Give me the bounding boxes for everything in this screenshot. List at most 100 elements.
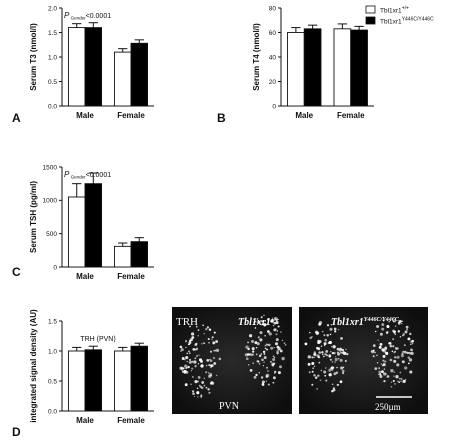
y-tick-label: 0.0 <box>48 103 57 110</box>
signal-dot <box>190 383 192 385</box>
signal-dot <box>184 364 188 368</box>
signal-dot <box>277 347 281 351</box>
signal-dot <box>248 353 252 356</box>
signal-dot <box>263 314 265 317</box>
signal-dot <box>342 366 345 369</box>
signal-dot <box>214 349 217 352</box>
y-tick-label: 80 <box>269 5 277 12</box>
signal-dot <box>194 357 197 360</box>
y-tick-label: 1.0 <box>48 348 57 355</box>
signal-dot <box>323 370 327 374</box>
signal-dot <box>197 335 199 337</box>
signal-dot <box>409 343 412 346</box>
micrograph-signal <box>179 314 414 398</box>
signal-dot <box>394 356 397 359</box>
signal-dot <box>324 338 328 342</box>
signal-dot <box>388 320 391 323</box>
signal-dot <box>254 327 257 329</box>
signal-dot <box>191 367 194 370</box>
signal-dot <box>186 352 188 355</box>
signal-dot <box>381 323 385 327</box>
chart-title: TRH (PVN) <box>80 336 115 343</box>
signal-dot <box>261 380 265 384</box>
signal-dot <box>317 374 320 378</box>
signal-dot <box>197 329 200 331</box>
signal-dot <box>213 362 217 365</box>
signal-dot <box>194 343 198 347</box>
y-tick-label: 0.5 <box>48 378 57 385</box>
signal-dot <box>393 371 396 373</box>
signal-dot <box>408 351 412 355</box>
bar-mut-female <box>130 42 149 107</box>
signal-dot <box>195 325 198 328</box>
signal-dot <box>215 340 219 343</box>
signal-dot <box>275 333 278 336</box>
signal-dot <box>391 350 394 353</box>
bar-mut-female <box>350 29 368 107</box>
signal-dot <box>390 381 393 383</box>
signal-dot <box>203 384 206 387</box>
signal-dot <box>325 367 327 369</box>
bar-mut-male <box>84 349 103 412</box>
signal-dot <box>311 370 314 373</box>
signal-dot <box>256 342 260 346</box>
signal-dot <box>403 344 406 347</box>
signal-dot <box>321 330 324 333</box>
signal-dot <box>188 352 191 355</box>
bar-mut-female <box>130 345 149 412</box>
signal-dot <box>192 348 196 351</box>
signal-dot <box>339 380 343 384</box>
signal-dot <box>328 373 332 377</box>
signal-dot <box>265 380 268 383</box>
signal-dot <box>205 371 208 374</box>
category-label: Female <box>117 111 145 120</box>
signal-dot <box>334 361 336 363</box>
signal-dot <box>263 361 265 363</box>
signal-dot <box>210 382 213 385</box>
signal-dot <box>283 342 286 345</box>
signal-dot <box>276 330 279 332</box>
micrograph-wt <box>172 307 292 414</box>
category-label: Male <box>295 111 313 120</box>
signal-dot <box>321 353 324 356</box>
panels: 0.0 0.5 1.0 1.5 2.0 Serum T3 (nmol/l) A Male Fem… <box>12 5 374 439</box>
signal-dot <box>261 320 263 323</box>
signal-dot <box>333 372 337 376</box>
signal-dot <box>203 333 205 335</box>
micrograph-region-label: PVN <box>219 401 239 412</box>
signal-dot <box>404 379 407 381</box>
signal-dot <box>215 348 220 353</box>
legend-label-wt: Tbl1xr1+/+ <box>380 6 409 15</box>
signal-dot <box>265 343 268 346</box>
category-label: Male <box>76 272 94 281</box>
signal-dot <box>189 341 192 343</box>
signal-dot <box>383 372 387 376</box>
signal-dot <box>181 357 185 360</box>
signal-dot <box>200 364 204 368</box>
y-tick-label: 1000 <box>43 198 58 205</box>
signal-dot <box>402 350 405 353</box>
signal-dot <box>372 344 376 347</box>
panel-c: 0 500 1000 1500 Serum TSH (pg/ml) C Male Female… <box>12 164 154 281</box>
signal-dot <box>394 333 396 335</box>
signal-dot <box>396 363 400 367</box>
signal-dot <box>256 359 259 363</box>
signal-dot <box>253 321 255 324</box>
signal-dot <box>374 351 376 354</box>
bar-mut-male <box>303 28 322 107</box>
signal-dot <box>331 383 334 386</box>
signal-dot <box>392 345 395 348</box>
signal-dot <box>312 367 315 370</box>
signal-dot <box>329 333 332 336</box>
signal-dot <box>255 353 258 356</box>
signal-dot <box>262 350 266 354</box>
signal-dot <box>407 362 410 365</box>
signal-dot <box>329 358 332 361</box>
signal-dot <box>374 330 377 333</box>
signal-dot <box>246 353 250 356</box>
signal-dot <box>325 354 329 357</box>
signal-dot <box>340 351 343 354</box>
signal-dot <box>267 383 270 386</box>
signal-dot <box>410 340 413 343</box>
signal-dot <box>342 350 345 354</box>
